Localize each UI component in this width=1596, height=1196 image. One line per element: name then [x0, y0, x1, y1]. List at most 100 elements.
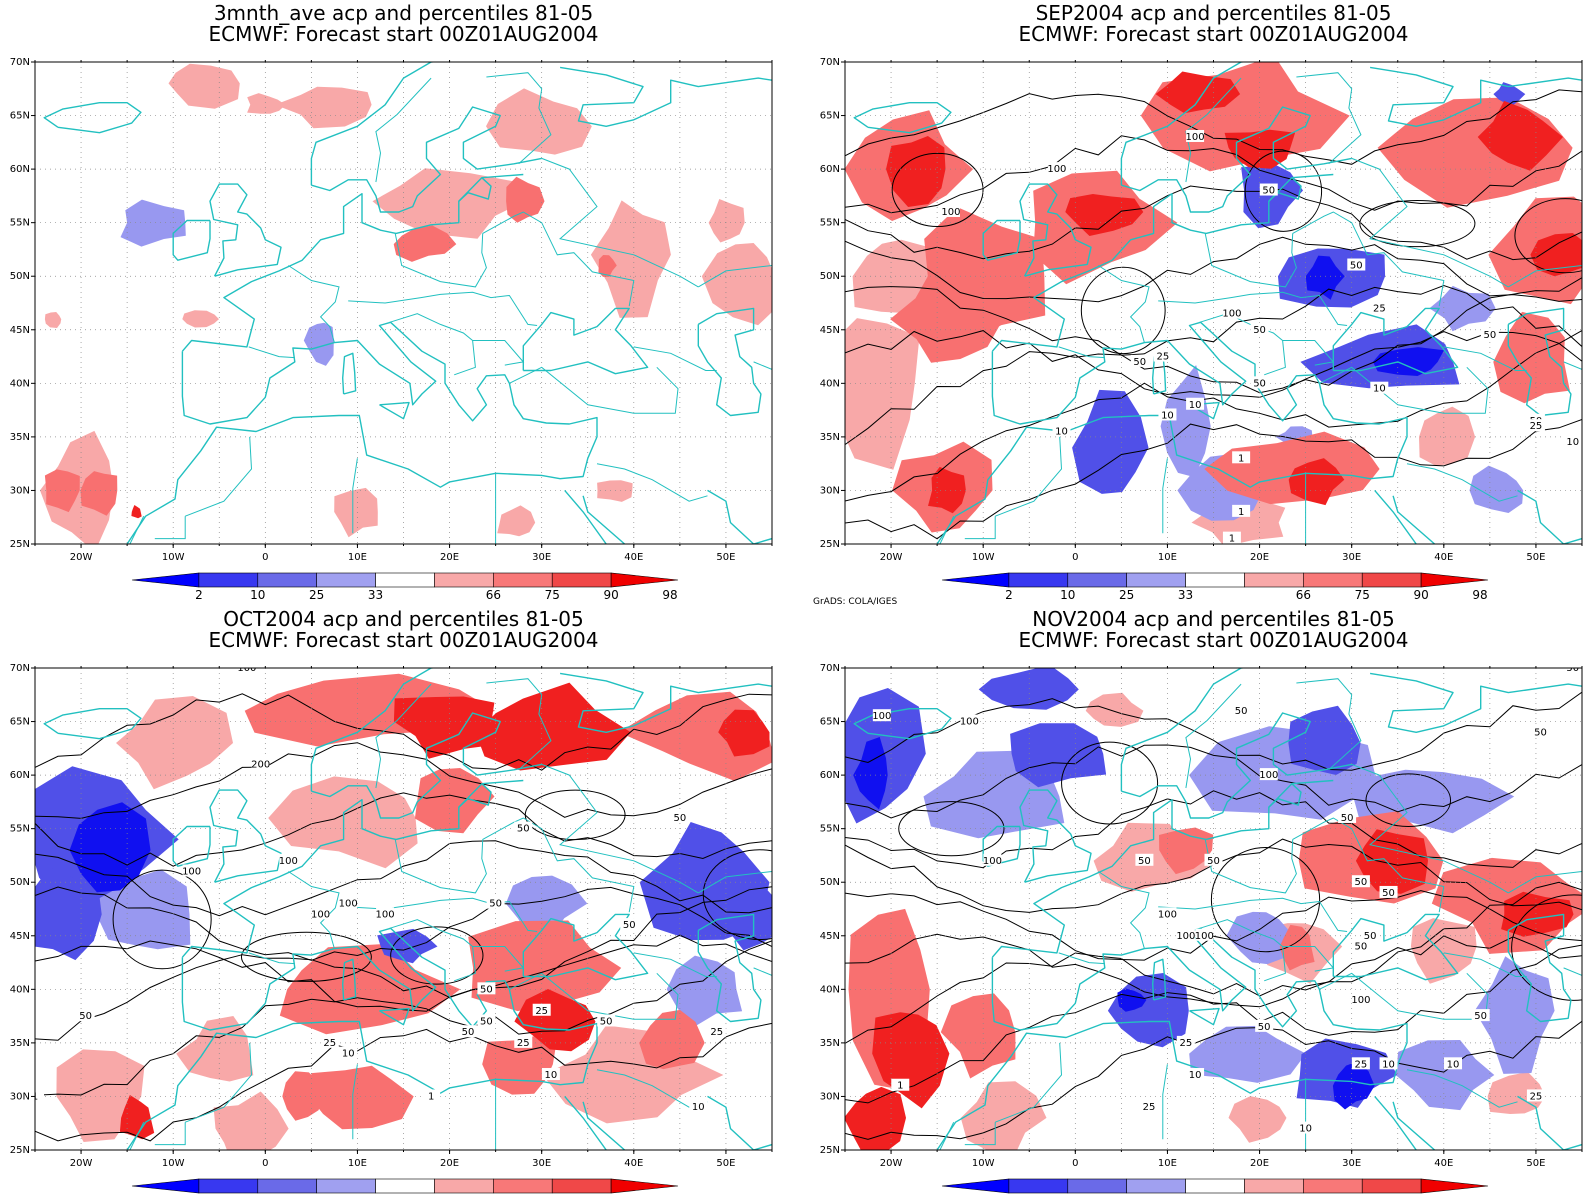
panel-title-line2: ECMWF: Forecast start 00Z01AUG2004: [209, 628, 599, 652]
contour-label-bg: [1140, 1100, 1159, 1113]
contour-label-bg: [1232, 504, 1251, 517]
lon-tick-label: 10E: [1158, 552, 1177, 563]
contour-line: [845, 944, 1582, 1104]
anomaly-region: [1189, 1025, 1306, 1083]
contour-label: 1: [1238, 507, 1244, 518]
lat-tick-label: 45N: [820, 931, 840, 942]
lon-tick-label: 20E: [440, 1158, 459, 1169]
lat-tick-label: 25N: [820, 539, 840, 550]
contour-label: 50: [623, 920, 636, 931]
anomaly-region: [80, 471, 118, 516]
contour-label: 100: [1047, 164, 1066, 175]
contour-line: [35, 693, 772, 771]
lat-tick-label: 60N: [820, 164, 840, 175]
contour-label: 10: [1373, 384, 1386, 395]
colorbar-label: 75: [545, 588, 560, 602]
panel-title-line1: OCT2004 acp and percentiles 81-05: [223, 607, 583, 631]
lon-tick-label: 30E: [1342, 552, 1361, 563]
contour-label-bg: [1255, 1019, 1274, 1032]
contour-label-bg: [1338, 810, 1357, 823]
lon-tick-label: 20W: [70, 552, 93, 563]
contour-label-bg: [597, 1014, 616, 1027]
contour-label: 10: [1447, 1059, 1460, 1070]
colorbar-label: 10: [1060, 588, 1075, 602]
anomaly-region: [1065, 194, 1144, 236]
contour-label-bg: [1186, 397, 1205, 410]
lat-tick-label: 25N: [10, 539, 30, 550]
anomaly-region: [1155, 71, 1241, 114]
contour-line: [845, 790, 1582, 869]
contour-label: 100: [1259, 770, 1278, 781]
contour-label: 100: [1186, 132, 1205, 143]
contour-label: 100: [1195, 931, 1214, 942]
contour-label-bg: [941, 204, 960, 217]
lat-tick-label: 70N: [10, 663, 30, 674]
contour-label: 50: [1138, 856, 1151, 867]
colorbar-label: 33: [368, 1194, 383, 1196]
contour-line: [35, 886, 772, 1041]
contour-label-bg: [1526, 419, 1545, 432]
panel-nov: NOV2004 acp and percentiles 81-05ECMWF: …: [820, 607, 1583, 1196]
contour-label: 100: [1158, 909, 1177, 920]
anomaly-region: [940, 993, 1016, 1079]
contour-loop: [112, 869, 212, 970]
contour-label-bg: [541, 1068, 560, 1081]
contour-label: 25: [1355, 1059, 1368, 1070]
panel-avg: 3mnth_ave acp and percentiles 81-05ECMWF…: [10, 1, 773, 602]
anomaly-region: [590, 200, 671, 318]
lon-tick-label: 0: [262, 552, 268, 563]
contour-label-bg: [1186, 1068, 1205, 1081]
lon-tick-label: 50E: [716, 1158, 735, 1169]
anomaly-region: [414, 768, 495, 834]
contour-loop: [1359, 199, 1476, 248]
contour-label: 50: [1262, 186, 1275, 197]
lat-tick-label: 40N: [820, 378, 840, 389]
contour-label-bg: [514, 1035, 533, 1048]
contour-label-bg: [477, 1014, 496, 1027]
lat-tick-label: 65N: [10, 111, 30, 122]
colorbar-label: 2: [195, 1194, 203, 1196]
anomaly-region: [852, 239, 935, 313]
contour-label: 50: [517, 824, 530, 835]
anomaly-region: [853, 737, 888, 810]
lat-tick-label: 60N: [820, 770, 840, 781]
lat-tick-label: 40N: [820, 984, 840, 995]
contour-label-bg: [1250, 322, 1269, 335]
contour-label-bg: [1351, 1057, 1370, 1070]
lat-tick-label: 30N: [820, 485, 840, 496]
anomaly-region: [1117, 988, 1147, 1012]
anomaly-region: [1288, 458, 1345, 506]
lat-tick-label: 55N: [820, 824, 840, 835]
contour-loop: [891, 152, 984, 228]
anomaly-region: [1228, 1096, 1287, 1143]
contour-label: 50: [480, 1016, 493, 1027]
anomaly-region: [597, 480, 633, 502]
contour-label: 100: [1351, 995, 1370, 1006]
contour-label: 1: [32, 1091, 38, 1102]
contour-label-bg: [1259, 183, 1278, 196]
lon-tick-label: 10E: [348, 1158, 367, 1169]
contour-label: 25: [323, 1038, 336, 1049]
anomaly-region: [274, 86, 372, 129]
lon-tick-label: 40E: [1434, 552, 1453, 563]
contour-loop: [898, 801, 1005, 857]
lat-tick-label: 70N: [10, 57, 30, 68]
contour-label: 50: [462, 1027, 475, 1038]
contour-label-bg: [1195, 928, 1214, 941]
anomaly-region: [928, 466, 966, 514]
panel-title-line2: ECMWF: Forecast start 00Z01AUG2004: [1019, 22, 1409, 46]
anomaly-region: [1477, 100, 1563, 171]
lon-tick-label: 10W: [162, 552, 185, 563]
contour-line: [845, 135, 1582, 214]
colorbar-label: 75: [545, 1194, 560, 1196]
lon-tick-label: 40E: [624, 1158, 643, 1169]
contour-label: 50: [1235, 706, 1248, 717]
contour-label: 10: [1382, 1059, 1395, 1070]
contour-label-bg: [1135, 853, 1154, 866]
contour-label-bg: [458, 1025, 477, 1038]
contour-label-bg: [1351, 939, 1370, 952]
contour-label: 10: [1189, 400, 1202, 411]
anomaly-region: [497, 505, 536, 537]
contour-label-bg: [1471, 1009, 1490, 1022]
anomaly-region: [718, 709, 770, 757]
